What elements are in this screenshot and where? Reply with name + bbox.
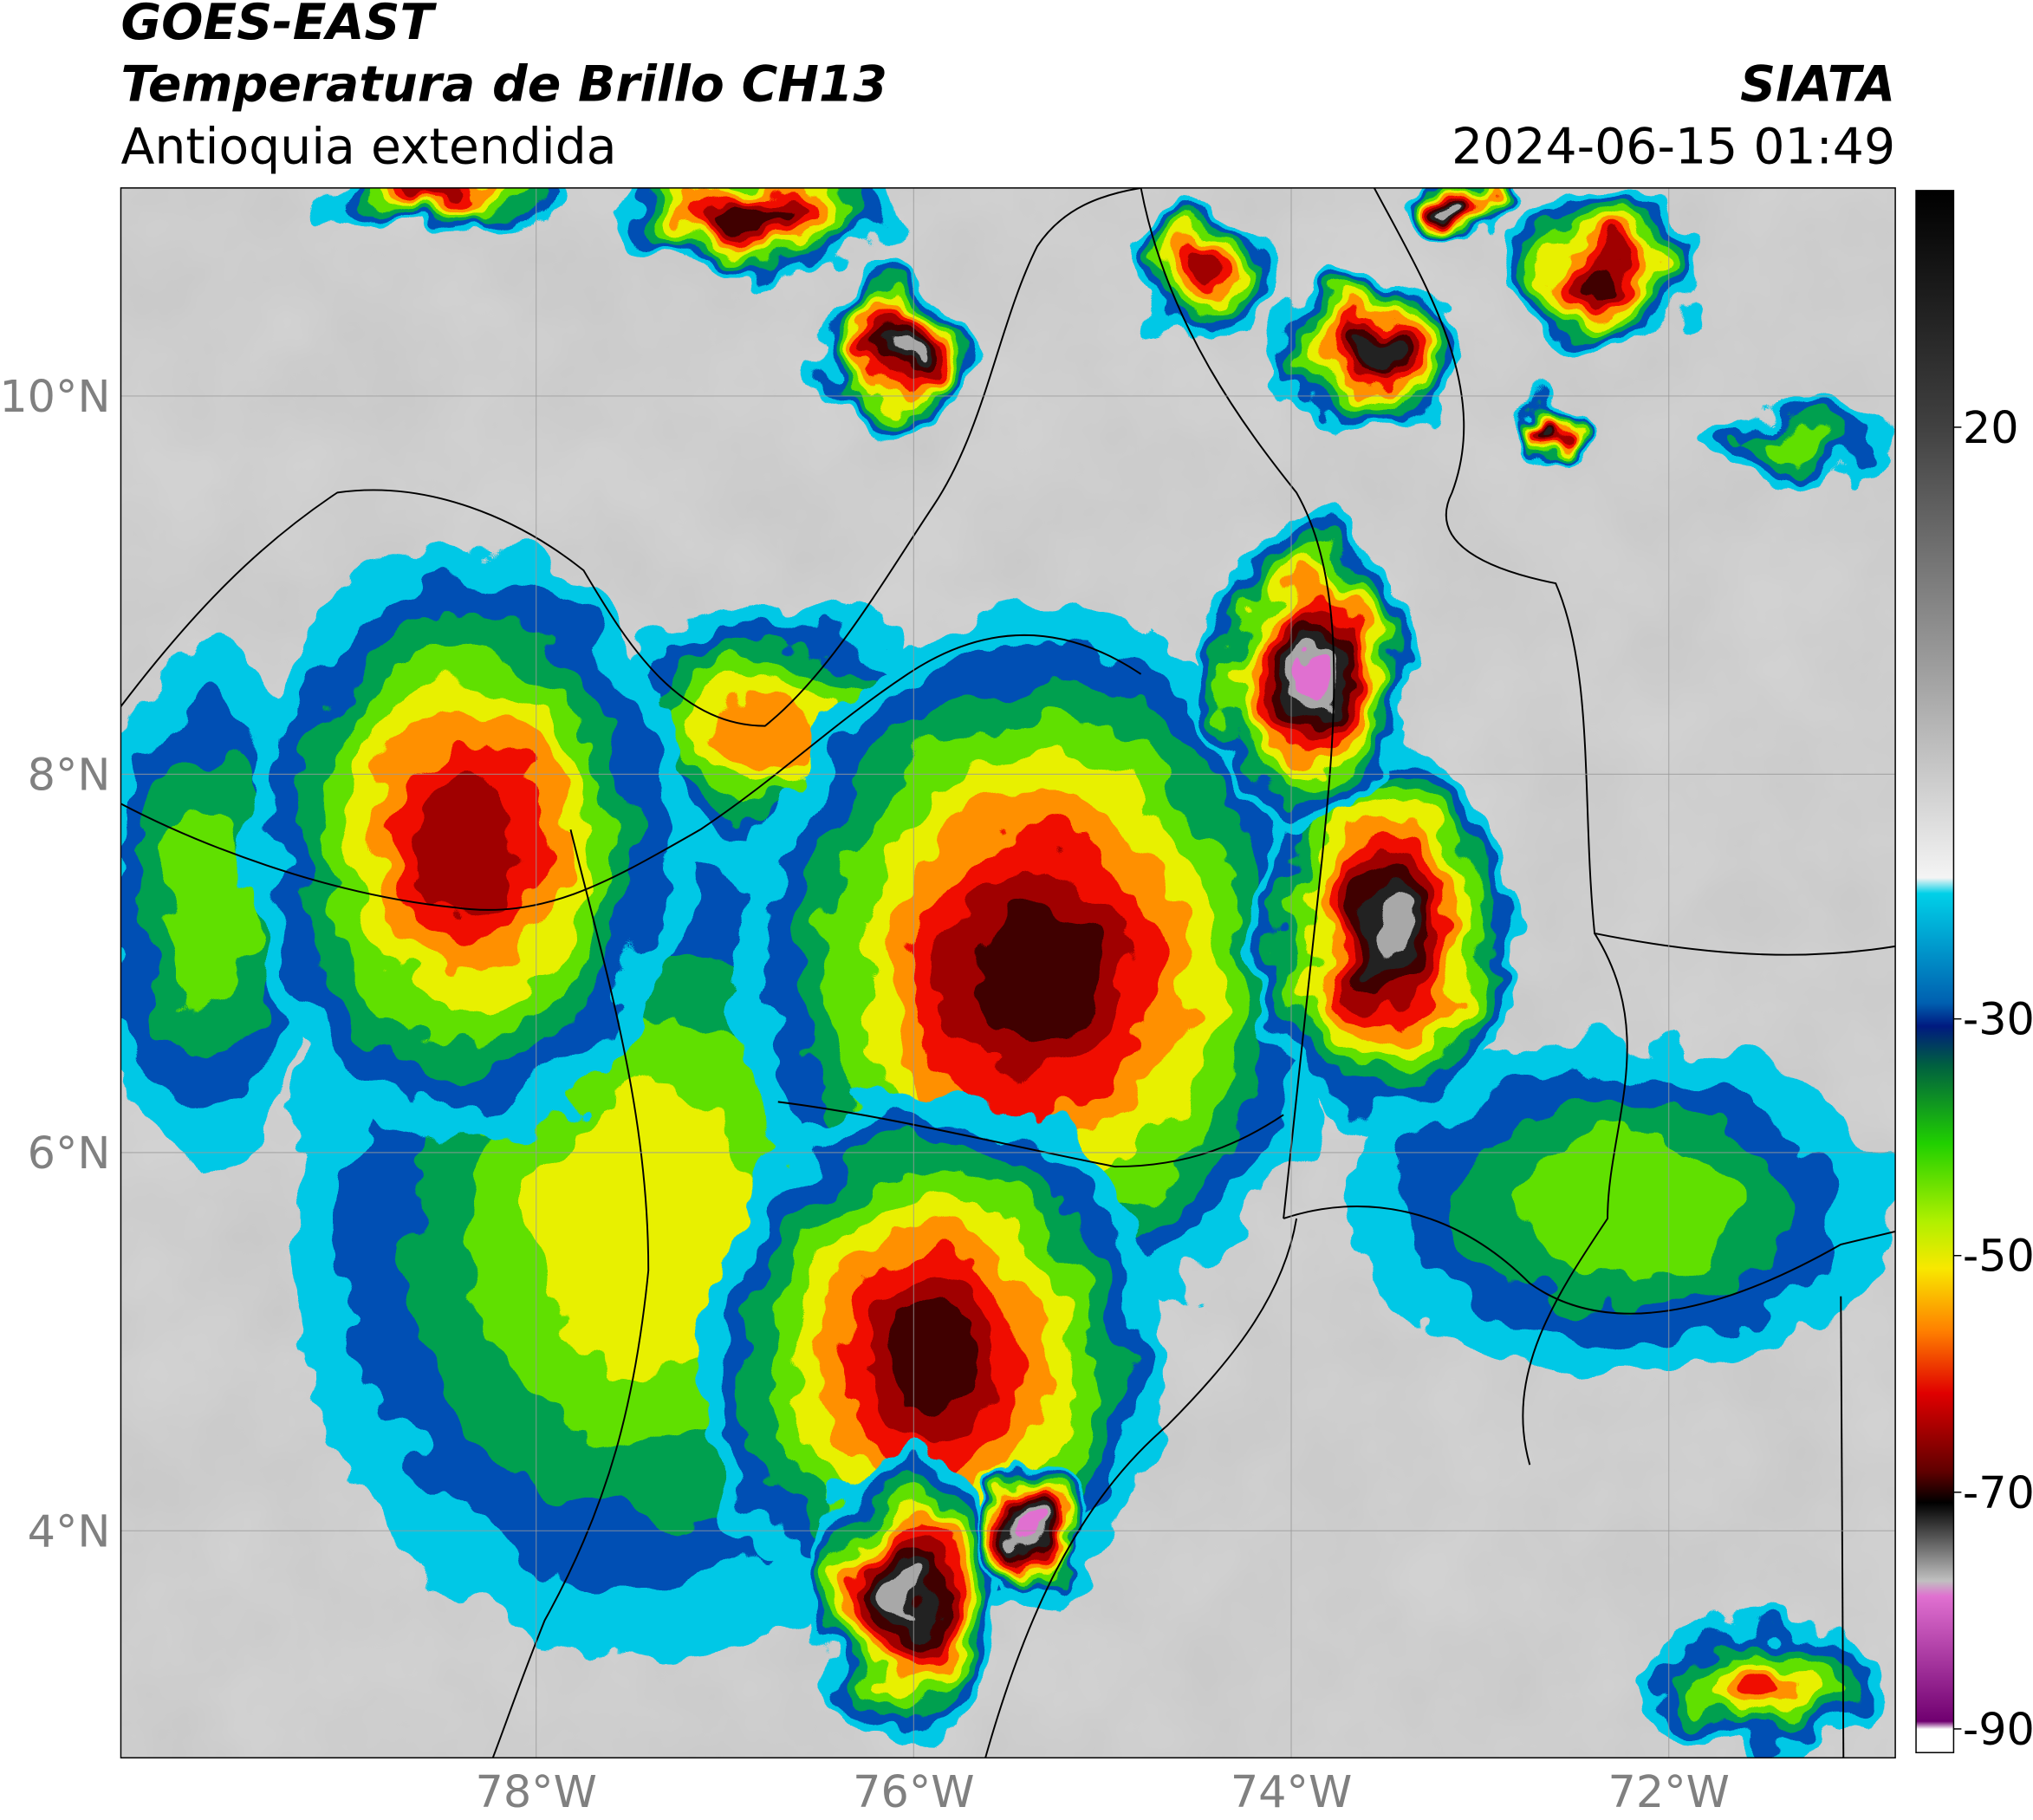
x-tick-label: 78°W	[475, 1766, 596, 1817]
cloud-layer	[160, 803, 255, 1011]
colorbar	[1915, 190, 1955, 1753]
cloud-layer	[1536, 420, 1549, 435]
colorbar-tick-label: 20	[1963, 402, 2019, 453]
datetime: 2024-06-15 01:49	[1452, 118, 1895, 175]
borders	[120, 187, 1896, 1758]
cloud-layer	[1733, 1667, 1793, 1704]
cloud-layer	[1188, 257, 1224, 287]
cloud-layer	[978, 900, 1097, 1045]
y-tick-label: 6°N	[28, 1128, 111, 1179]
y-tick-label: 10°N	[0, 371, 110, 422]
cloud-layer	[1356, 335, 1393, 365]
cloud-layer	[1023, 1519, 1039, 1540]
map-image	[120, 187, 1896, 1758]
colorbar-tick-label: -90	[1963, 1704, 2033, 1755]
map-frame	[120, 187, 1896, 1758]
y-tick-label: 4°N	[28, 1505, 111, 1557]
colorbar-tick-label: -70	[1963, 1467, 2033, 1518]
cloud-layer	[1765, 425, 1839, 457]
cloud-layer	[1456, 200, 1474, 214]
cloud-layer	[1588, 255, 1627, 289]
colorbar-tick-label: -50	[1963, 1231, 2033, 1282]
cloud-layer	[1365, 900, 1409, 966]
x-tick-label: 72°W	[1608, 1766, 1729, 1817]
cloud-layer	[1293, 650, 1326, 699]
convection	[120, 187, 1893, 1757]
x-tick-label: 76°W	[853, 1766, 974, 1817]
x-tick-label: 74°W	[1231, 1766, 1352, 1817]
axes: 78°W 76°W 74°W 72°W 4°N 6°N 8°N 10°N 20 -30 -50 -70…	[0, 371, 2033, 1817]
subtitle: Temperatura de Brillo CH13	[120, 56, 887, 114]
source: SIATA	[1740, 56, 1895, 114]
y-tick-label: 8°N	[28, 749, 111, 800]
cloud-layer	[418, 776, 516, 909]
cloud-layer	[887, 1306, 981, 1416]
title: GOES-EAST	[120, 0, 437, 51]
cloud-layer	[414, 187, 467, 204]
region: Antioquia extendida	[120, 118, 616, 175]
cloud-layer	[723, 202, 781, 226]
cloud-layer	[891, 1570, 925, 1620]
cloud-layer	[882, 335, 907, 365]
colorbar-tick-label: -30	[1963, 994, 2033, 1045]
cloud-layer	[1511, 1138, 1730, 1273]
grid	[120, 187, 1896, 1758]
